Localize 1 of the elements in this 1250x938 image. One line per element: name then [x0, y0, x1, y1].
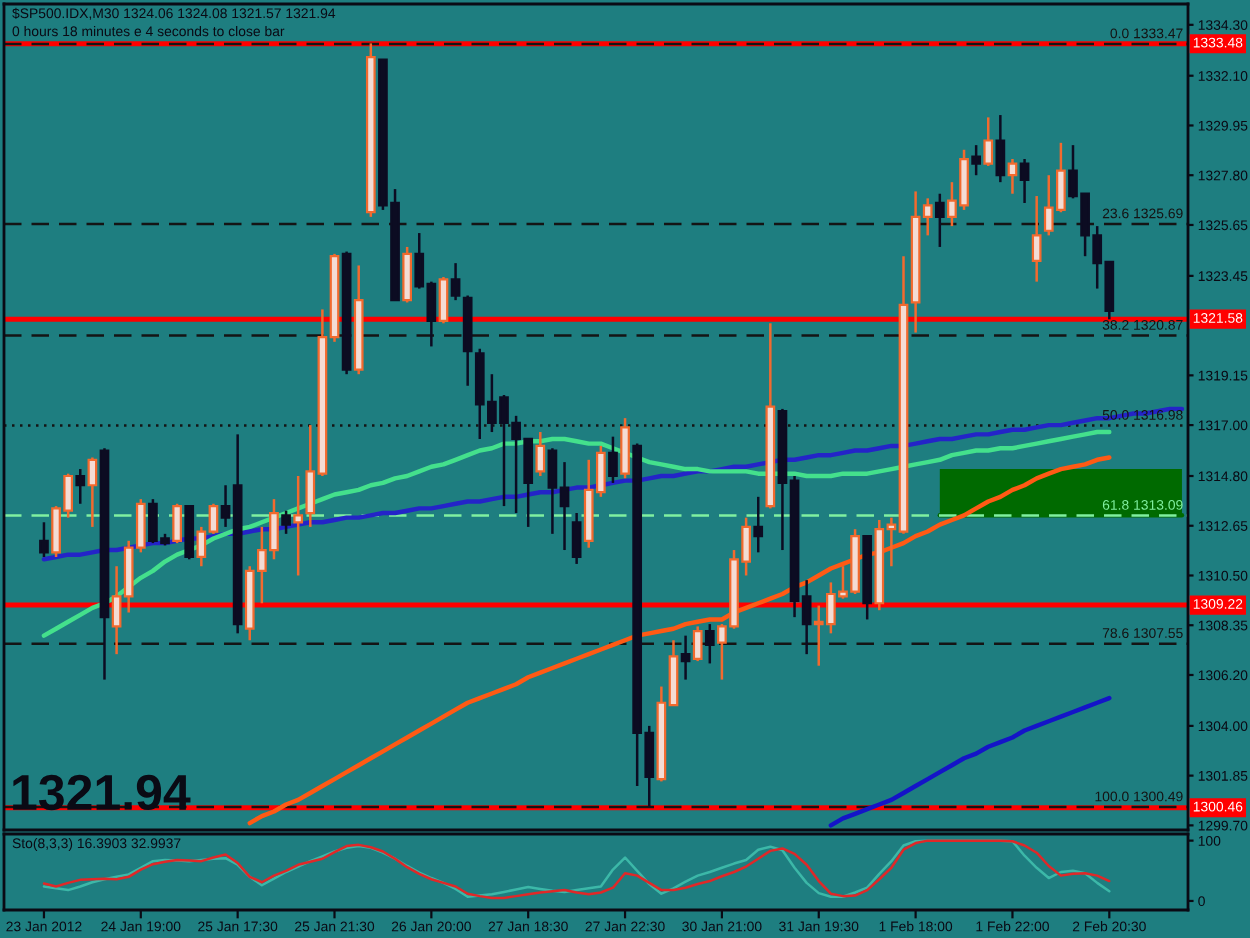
annotation: 1321.94 — [13, 774, 191, 811]
